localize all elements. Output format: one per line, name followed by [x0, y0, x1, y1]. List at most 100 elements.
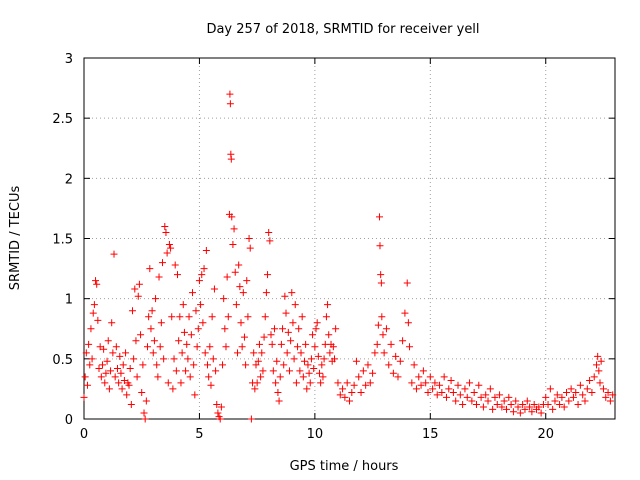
data-point — [154, 373, 162, 381]
data-point — [382, 325, 390, 333]
data-point — [209, 355, 217, 363]
data-point — [246, 244, 254, 252]
data-point — [234, 349, 242, 357]
data-point — [496, 391, 504, 399]
data-point — [472, 401, 480, 409]
data-point — [403, 279, 411, 287]
plot-frame — [83, 57, 616, 420]
data-point — [389, 369, 397, 377]
data-point — [182, 367, 190, 375]
data-point — [285, 367, 293, 375]
data-point — [192, 307, 200, 315]
data-point — [183, 340, 191, 348]
data-point — [127, 401, 135, 409]
data-point — [288, 289, 296, 297]
data-point — [138, 389, 146, 397]
data-point — [392, 352, 400, 360]
data-point — [147, 325, 155, 333]
data-point — [198, 271, 206, 279]
data-point — [142, 397, 150, 405]
data-point — [387, 340, 395, 348]
data-point — [436, 381, 444, 389]
data-point — [226, 90, 234, 98]
data-point — [152, 295, 160, 303]
data-point — [479, 403, 487, 411]
x-tick-label: 5 — [195, 427, 203, 442]
y-tick-label: 2 — [65, 172, 73, 187]
y-tick-label: 1 — [65, 293, 73, 308]
data-point — [212, 367, 220, 375]
data-point — [112, 343, 120, 351]
data-point — [567, 385, 575, 393]
data-point — [317, 379, 325, 387]
data-point — [205, 373, 213, 381]
data-point — [583, 385, 591, 393]
data-point — [454, 381, 462, 389]
data-point — [408, 379, 416, 387]
data-point — [94, 316, 102, 324]
data-point — [247, 415, 255, 423]
data-point — [315, 369, 323, 377]
data-point — [294, 343, 302, 351]
data-point — [597, 357, 605, 365]
data-point — [254, 357, 262, 365]
data-point — [326, 349, 334, 357]
data-point — [179, 301, 187, 309]
data-point — [237, 319, 245, 327]
data-point — [172, 367, 180, 375]
data-point — [161, 222, 169, 230]
data-point — [191, 391, 199, 399]
data-point — [596, 379, 604, 387]
data-point — [551, 397, 559, 405]
data-point — [130, 355, 138, 363]
data-point — [302, 340, 310, 348]
data-point — [204, 361, 212, 369]
data-point — [102, 369, 110, 377]
data-point — [362, 381, 370, 389]
data-point — [257, 373, 265, 381]
data-point — [341, 393, 349, 401]
data-point — [542, 393, 550, 401]
data-point — [160, 355, 168, 363]
data-point — [593, 361, 601, 369]
data-point — [227, 155, 235, 163]
data-point — [261, 313, 269, 321]
data-point — [284, 328, 292, 336]
data-point — [208, 313, 216, 321]
data-point — [232, 301, 240, 309]
data-point — [602, 393, 610, 401]
data-point — [556, 401, 564, 409]
data-point — [298, 313, 306, 321]
data-point — [318, 361, 326, 369]
data-point — [355, 373, 363, 381]
data-point — [189, 289, 197, 297]
data-point — [238, 343, 246, 351]
data-point — [468, 397, 476, 405]
data-point — [163, 249, 171, 257]
data-point — [282, 309, 290, 317]
data-point — [119, 361, 127, 369]
data-point — [226, 100, 234, 108]
data-point — [95, 364, 103, 372]
data-point — [461, 385, 469, 393]
data-point — [553, 391, 561, 399]
data-point — [509, 408, 517, 416]
data-point — [195, 277, 203, 285]
data-point — [304, 361, 312, 369]
data-point — [324, 301, 332, 309]
data-point — [609, 391, 617, 399]
data-point — [377, 279, 385, 287]
data-point — [117, 369, 125, 377]
data-point — [149, 349, 157, 357]
x-tick-label: 15 — [422, 427, 439, 442]
data-point — [442, 393, 450, 401]
data-point — [210, 285, 218, 293]
data-point — [104, 337, 112, 345]
data-point — [380, 349, 388, 357]
data-point — [440, 373, 448, 381]
data-point — [216, 415, 224, 423]
data-point — [148, 307, 156, 315]
data-point — [103, 357, 111, 365]
data-point — [516, 409, 524, 417]
data-point — [312, 325, 320, 333]
